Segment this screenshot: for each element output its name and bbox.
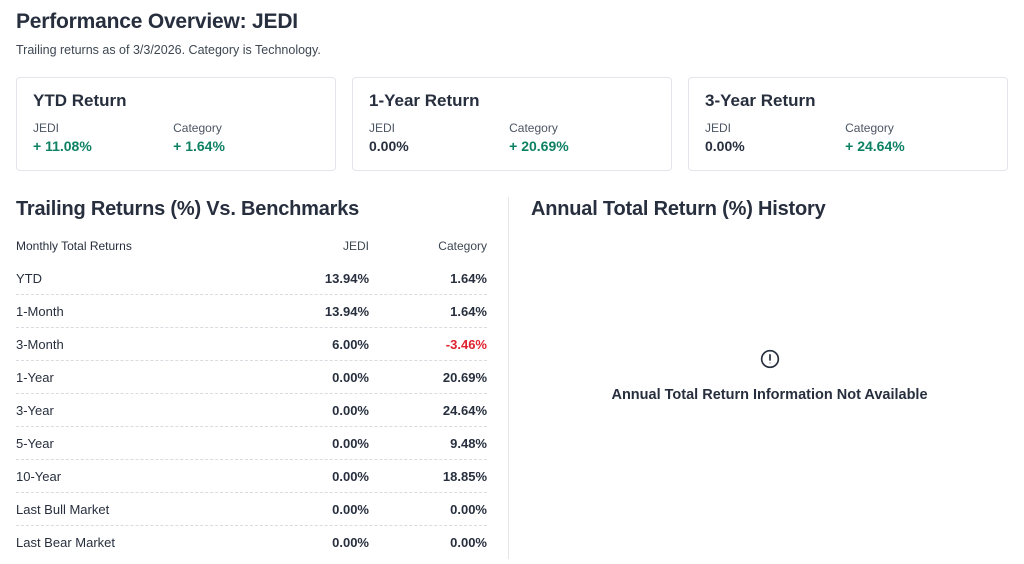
table-row: Last Bear Market 0.00% 0.00% — [16, 526, 487, 559]
card-title: YTD Return — [33, 91, 127, 110]
row-category-value: 0.00% — [450, 501, 487, 517]
jedi-value: 0.00% — [705, 138, 745, 154]
table-row: 1-Year 0.00% 20.69% — [16, 361, 487, 394]
row-category-value: 24.64% — [442, 402, 487, 418]
row-jedi-value: 0.00% — [332, 468, 369, 484]
row-jedi-value: 0.00% — [332, 369, 369, 385]
category-label: Category — [509, 121, 558, 135]
row-category-value: 20.69% — [442, 369, 487, 385]
card-title: 3-Year Return — [705, 91, 816, 110]
page-subtitle: Trailing returns as of 3/3/2026. Categor… — [16, 43, 321, 57]
row-label: 10-Year — [16, 468, 62, 484]
main-content: Trailing Returns (%) Vs. Benchmarks Mont… — [16, 197, 1008, 559]
row-label: Last Bull Market — [16, 501, 110, 517]
row-label: 1-Month — [16, 303, 64, 319]
page-title: Performance Overview: JEDI — [16, 10, 298, 33]
summary-card-ytd-return: YTD Return JEDI + 11.08% Category + 1.64… — [16, 77, 336, 171]
row-label: 5-Year — [16, 435, 54, 451]
category-value: + 20.69% — [509, 138, 569, 154]
annual-history-section: Annual Total Return (%) History Annual T… — [508, 197, 1008, 559]
row-category-value: 1.64% — [450, 270, 487, 286]
row-category-value: 18.85% — [442, 468, 487, 484]
annual-history-title: Annual Total Return (%) History — [531, 198, 826, 220]
jedi-label: JEDI — [33, 121, 60, 135]
table-row: 1-Month 13.94% 1.64% — [16, 295, 487, 328]
table-row: 3-Year 0.00% 24.64% — [16, 394, 487, 427]
table-row: 5-Year 0.00% 9.48% — [16, 427, 487, 460]
trailing-returns-title: Trailing Returns (%) Vs. Benchmarks — [16, 198, 360, 220]
trailing-returns-table: Monthly Total Returns JEDI Category YTD … — [16, 236, 487, 559]
row-category-value: 9.48% — [450, 435, 487, 451]
category-label: Category — [173, 121, 222, 135]
column-header-category: Category — [438, 239, 487, 253]
jedi-value: + 11.08% — [33, 138, 92, 154]
row-label: Last Bear Market — [16, 535, 115, 550]
row-jedi-value: 13.94% — [324, 270, 369, 286]
row-label: 1-Year — [16, 369, 54, 385]
row-jedi-value: 13.94% — [324, 303, 369, 319]
table-row: YTD 13.94% 1.64% — [16, 262, 487, 295]
row-jedi-value: 0.00% — [332, 435, 369, 451]
summary-card-1-year-return: 1-Year Return JEDI 0.00% Category + 20.6… — [352, 77, 672, 171]
card-title: 1-Year Return — [369, 91, 480, 110]
row-category-value: 0.00% — [450, 535, 487, 550]
summary-card-3-year-return: 3-Year Return JEDI 0.00% Category + 24.6… — [688, 77, 1008, 171]
jedi-label: JEDI — [705, 121, 732, 135]
table-row: 10-Year 0.00% 18.85% — [16, 460, 487, 493]
column-header-jedi: JEDI — [342, 239, 369, 253]
jedi-label: JEDI — [369, 121, 396, 135]
alert-circle-icon — [760, 349, 780, 369]
empty-state-message: Annual Total Return Information Not Avai… — [611, 387, 928, 403]
category-value: + 1.64% — [173, 138, 225, 154]
row-jedi-value: 0.00% — [332, 402, 369, 418]
category-value: + 24.64% — [845, 138, 905, 154]
row-jedi-value: 6.00% — [332, 336, 369, 352]
annual-history-empty-state: Annual Total Return Information Not Avai… — [531, 349, 1008, 403]
trailing-returns-section: Trailing Returns (%) Vs. Benchmarks Mont… — [16, 197, 508, 559]
row-label: YTD — [16, 270, 42, 286]
row-category-value: -3.46% — [445, 336, 487, 352]
row-jedi-value: 0.00% — [332, 535, 369, 550]
row-jedi-value: 0.00% — [332, 501, 369, 517]
table-row: Last Bull Market 0.00% 0.00% — [16, 493, 487, 526]
row-category-value: 1.64% — [450, 303, 487, 319]
page-header: Performance Overview: JEDI Trailing retu… — [16, 10, 1008, 57]
row-label: 3-Year — [16, 402, 54, 418]
jedi-value: 0.00% — [369, 138, 409, 154]
table-row: 3-Month 6.00% -3.46% — [16, 328, 487, 361]
summary-cards: YTD Return JEDI + 11.08% Category + 1.64… — [16, 77, 1008, 171]
column-header-label: Monthly Total Returns — [16, 239, 132, 253]
table-header-row: Monthly Total Returns JEDI Category — [16, 236, 487, 262]
row-label: 3-Month — [16, 336, 64, 352]
category-label: Category — [845, 121, 894, 135]
